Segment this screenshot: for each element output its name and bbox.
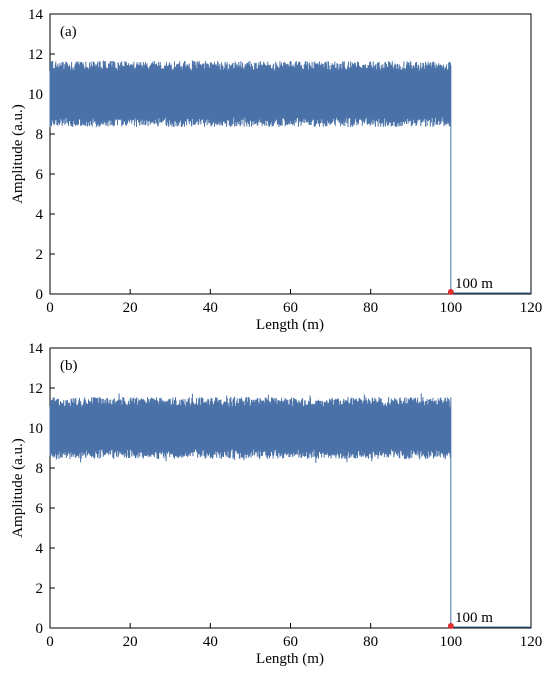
y-tick-label: 4: [36, 541, 44, 557]
x-tick-label: 0: [46, 300, 54, 316]
panel-label: (b): [60, 358, 78, 374]
y-tick-label: 12: [28, 381, 43, 397]
x-tick-label: 40: [203, 300, 218, 316]
y-tick-label: 8: [36, 127, 44, 143]
x-tick-label: 120: [520, 634, 543, 650]
x-axis-label: Length (m): [256, 651, 324, 667]
y-tick-label: 0: [36, 287, 44, 303]
y-tick-label: 12: [28, 47, 43, 63]
x-tick-label: 80: [363, 300, 378, 316]
axis-ticks: 0 20 40 60 80 100 120 0 2 4 6 8 10 12 14: [28, 341, 542, 650]
x-tick-label: 100: [440, 300, 463, 316]
y-tick-label: 6: [36, 167, 44, 183]
chart-a-svg: (a) Length (m) Amplitude (a.u.) 100 m 0 2…: [10, 7, 542, 333]
plot-frame: [49, 347, 532, 629]
amplitude-trace: [49, 60, 531, 294]
x-tick-label: 120: [520, 300, 543, 316]
plot-frame: [49, 13, 532, 295]
y-tick-label: 10: [28, 87, 43, 103]
chart-panel-b: (b) Length (m) Amplitude (a.u.) 100 m 0 2…: [0, 335, 550, 672]
amplitude-trace: [49, 393, 531, 628]
x-tick-label: 20: [123, 634, 138, 650]
x-tick-label: 20: [123, 300, 138, 316]
end-marker: [447, 289, 454, 295]
x-tick-label: 60: [283, 634, 298, 650]
panel-label: (a): [60, 24, 77, 40]
marker-label: 100 m: [455, 276, 493, 292]
marker-label: 100 m: [455, 610, 493, 626]
y-tick-label: 2: [36, 247, 44, 263]
x-tick-label: 40: [203, 634, 218, 650]
y-tick-label: 10: [28, 421, 43, 437]
x-tick-label: 80: [363, 634, 378, 650]
y-tick-label: 4: [36, 207, 44, 223]
x-tick-label: 0: [46, 634, 54, 650]
series-group: [49, 393, 531, 629]
y-tick-label: 14: [28, 341, 44, 357]
y-tick-label: 8: [36, 461, 44, 477]
chart-b-svg: (b) Length (m) Amplitude (a.u.) 100 m 0 2…: [10, 341, 542, 667]
y-tick-label: 14: [28, 7, 44, 23]
y-tick-label: 2: [36, 581, 44, 597]
y-tick-label: 6: [36, 501, 44, 517]
x-tick-label: 100: [440, 634, 463, 650]
x-axis-label: Length (m): [256, 317, 324, 333]
axis-ticks: 0 20 40 60 80 100 120 0 2 4 6 8 10 12 14: [28, 7, 542, 316]
y-axis-label: Amplitude (a.u.): [10, 438, 26, 538]
x-tick-label: 60: [283, 300, 298, 316]
chart-panel-a: (a) Length (m) Amplitude (a.u.) 100 m 0 2…: [10, 7, 542, 333]
y-tick-label: 0: [36, 621, 44, 637]
series-group: [49, 60, 531, 295]
y-axis-label: Amplitude (a.u.): [10, 104, 26, 204]
end-marker: [447, 623, 454, 629]
